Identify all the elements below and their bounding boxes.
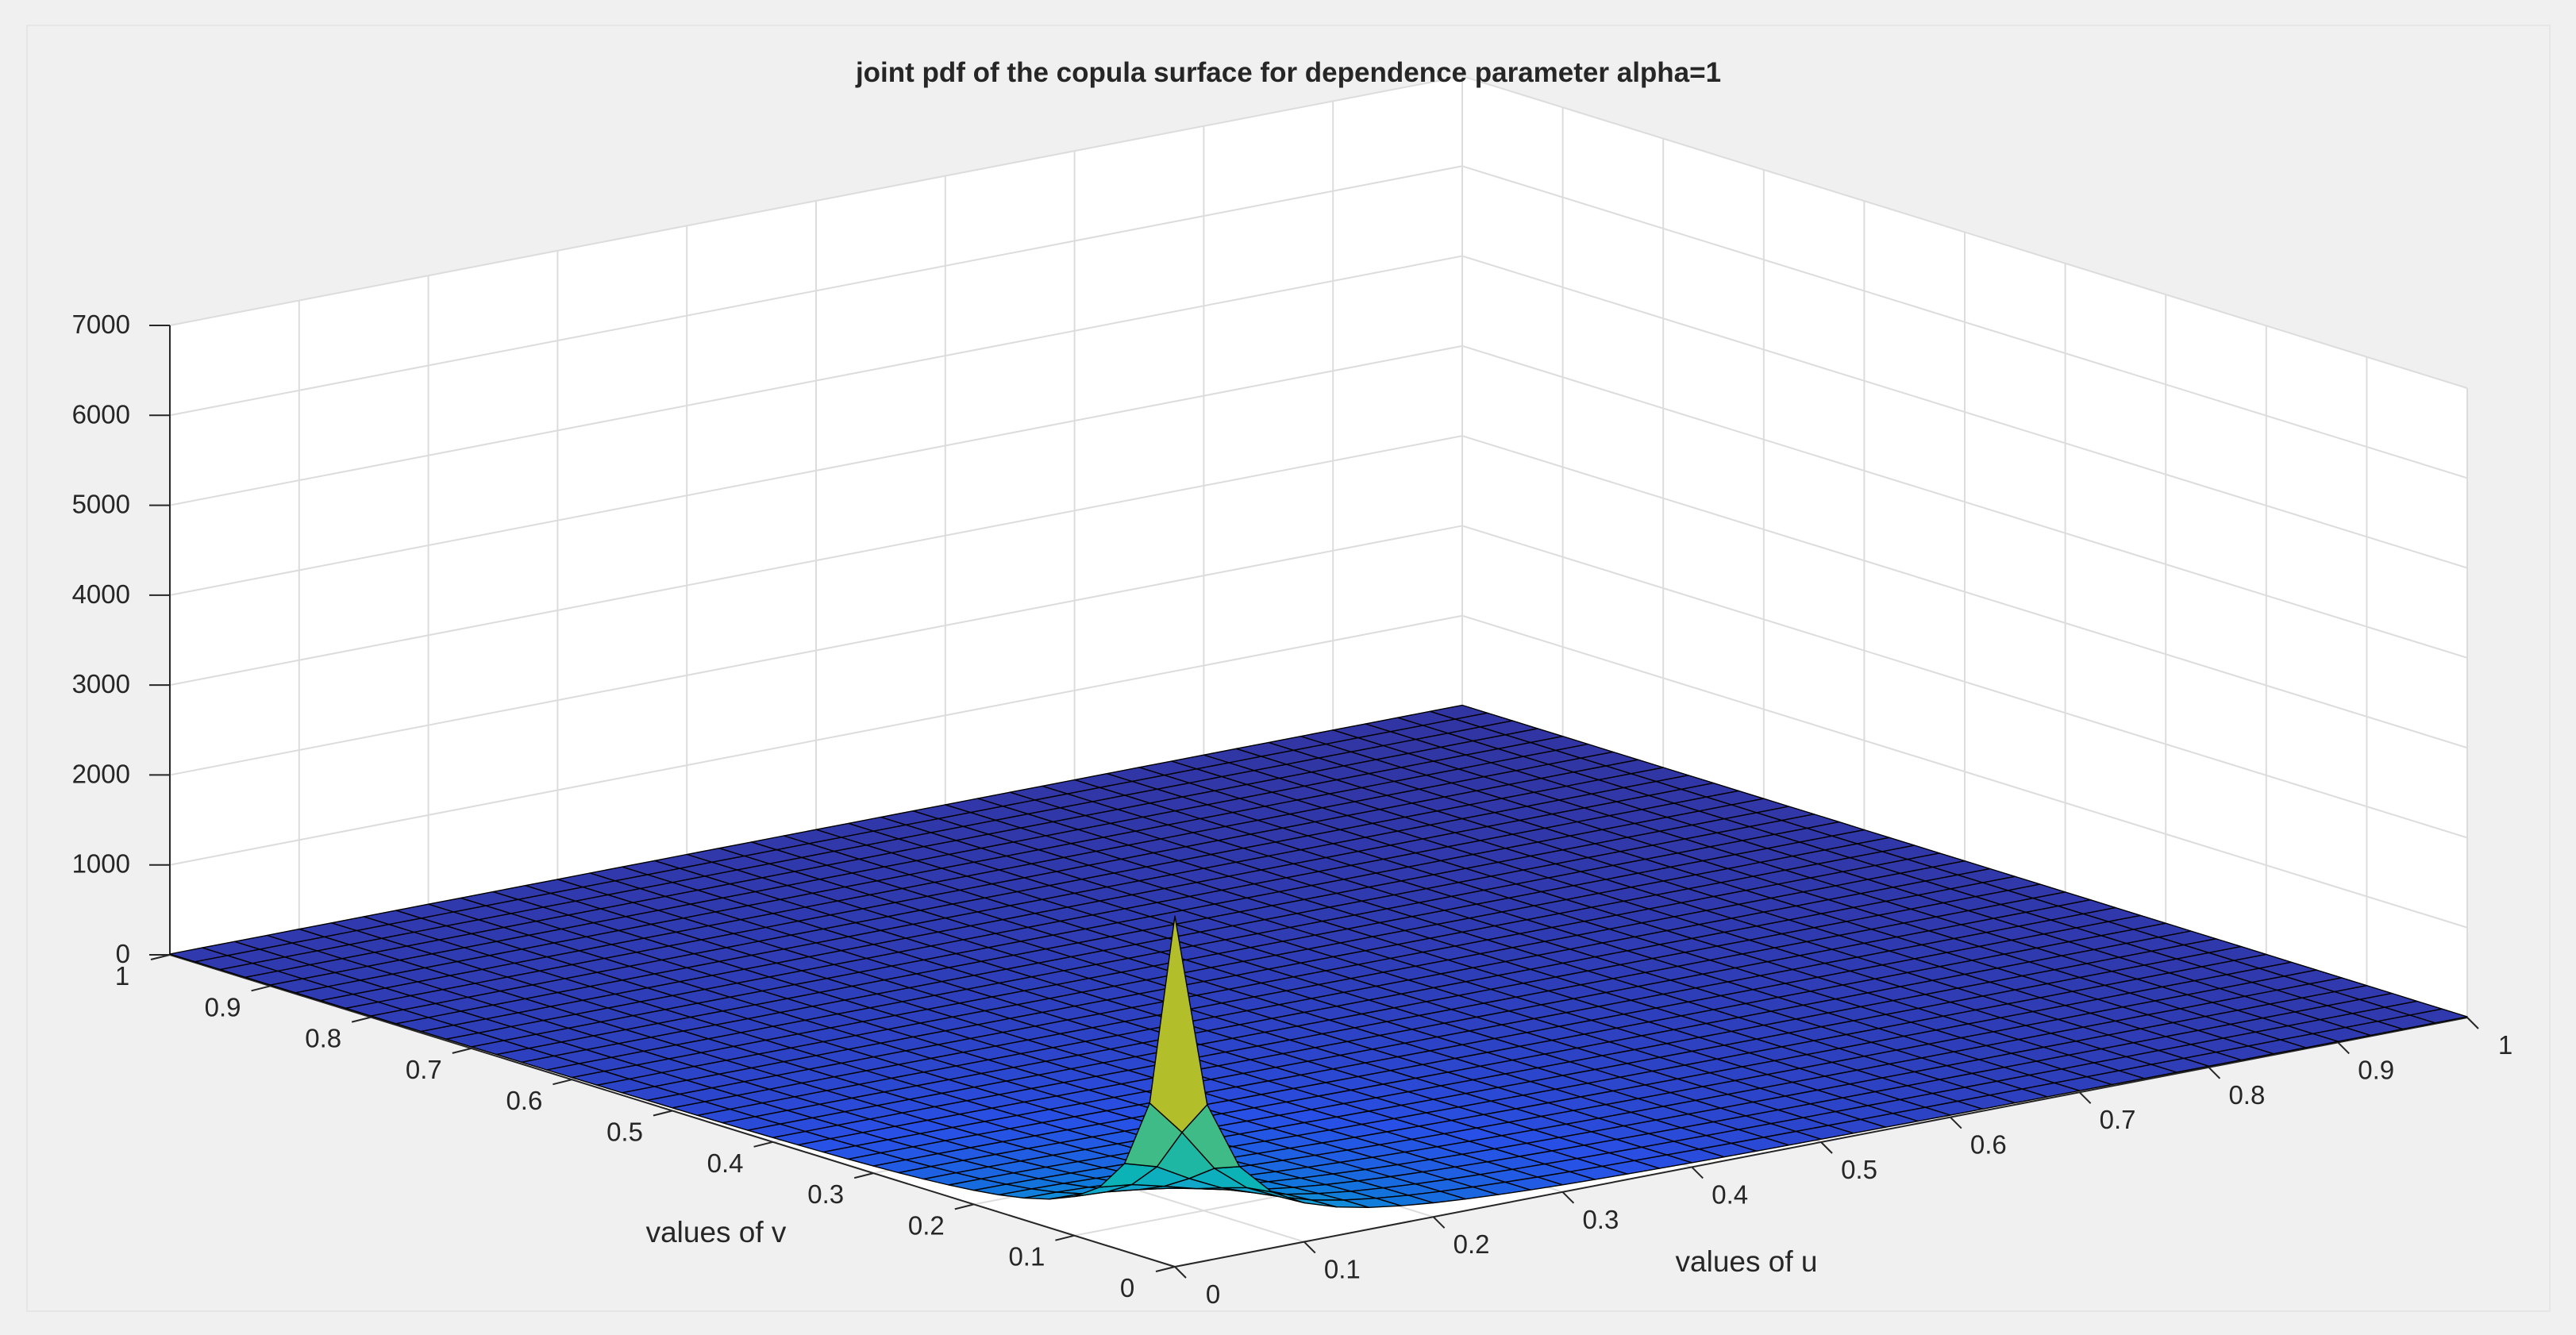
y-tick-mark: [1155, 1266, 1176, 1272]
y-tick-mark: [1055, 1234, 1075, 1241]
x-tick-label: 0.9: [2358, 1055, 2394, 1084]
y-tick-label: 0.3: [807, 1179, 844, 1209]
x-tick-mark: [1820, 1141, 1833, 1154]
y-tick-label: 0.7: [406, 1055, 442, 1084]
x-tick-label: 0: [1206, 1279, 1220, 1309]
y-tick-mark: [653, 1110, 673, 1117]
y-tick-label: 0.6: [506, 1086, 542, 1115]
y-tick-label: 0.2: [908, 1210, 945, 1240]
y-tick-label: 1: [115, 961, 129, 991]
y-tick-label: 0: [1120, 1273, 1134, 1302]
y-tick-mark: [954, 1203, 975, 1210]
z-tick-label: 0: [116, 939, 130, 968]
z-tick-label: 3000: [72, 669, 130, 698]
y-tick-mark: [351, 1016, 372, 1023]
z-tick-label: 5000: [72, 490, 130, 519]
y-axis-label: values of v: [646, 1216, 787, 1248]
x-tick-label: 0.2: [1454, 1229, 1490, 1259]
x-axis-label: values of u: [1676, 1245, 1818, 1278]
chart-title: joint pdf of the copula surface for depe…: [855, 57, 1721, 88]
x-tick-mark: [1174, 1266, 1187, 1279]
x-tick-label: 1: [2498, 1030, 2512, 1060]
x-tick-label: 0.7: [2100, 1105, 2136, 1134]
surface-plot: [169, 704, 2468, 1209]
y-tick-mark: [452, 1047, 472, 1054]
x-tick-mark: [1561, 1191, 1575, 1204]
y-tick-label: 0.5: [606, 1118, 643, 1147]
x-tick-mark: [2337, 1041, 2350, 1055]
x-tick-label: 0.4: [1712, 1179, 1748, 1209]
x-tick-label: 0.6: [1970, 1130, 2007, 1160]
surface-face: [1149, 915, 1208, 1133]
y-tick-mark: [553, 1079, 572, 1086]
x-tick-mark: [1691, 1166, 1704, 1179]
x-tick-mark: [2208, 1067, 2221, 1079]
x-tick-mark: [1950, 1116, 1962, 1129]
y-tick-label: 0.1: [1008, 1242, 1045, 1272]
x-tick-mark: [2466, 1017, 2479, 1029]
y-tick-label: 0.9: [205, 992, 241, 1021]
y-tick-label: 0.4: [707, 1148, 744, 1178]
z-tick-label: 7000: [72, 310, 130, 339]
axis-lines: [149, 325, 2479, 1279]
x-tick-mark: [1432, 1216, 1446, 1229]
tick-labels: 00.10.20.30.40.50.60.70.80.9100.10.20.30…: [72, 310, 2513, 1309]
x-tick-mark: [1303, 1241, 1316, 1254]
z-tick-label: 6000: [72, 399, 130, 429]
y-tick-mark: [853, 1172, 874, 1179]
y-tick-mark: [251, 985, 271, 992]
x-tick-label: 0.8: [2228, 1080, 2265, 1110]
y-tick-mark: [753, 1141, 773, 1148]
z-tick-label: 2000: [72, 759, 130, 788]
z-tick-label: 1000: [72, 849, 130, 879]
y-tick-label: 0.8: [305, 1024, 341, 1053]
x-tick-label: 0.5: [1841, 1155, 1877, 1184]
x-tick-label: 0.1: [1324, 1255, 1361, 1284]
z-tick-label: 4000: [72, 579, 130, 609]
x-tick-mark: [2078, 1091, 2092, 1104]
x-tick-label: 0.3: [1582, 1205, 1619, 1234]
